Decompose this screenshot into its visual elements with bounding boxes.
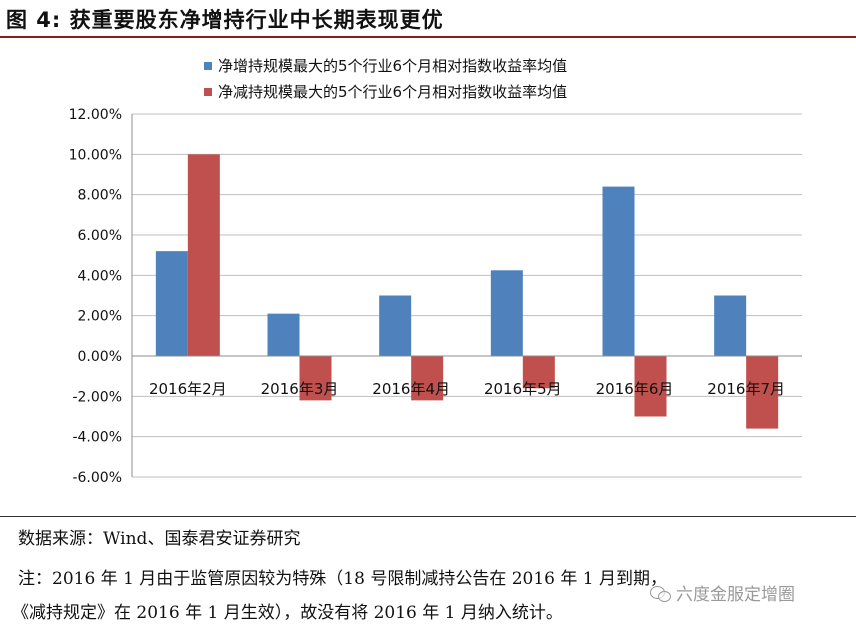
title-rule xyxy=(0,36,856,38)
bar-series-2-2 xyxy=(299,356,332,401)
bar-series-1-5 xyxy=(602,186,635,356)
legend-swatch-2 xyxy=(204,88,212,96)
note-line-1: 注：2016 年 1 月由于监管原因较为特殊（18 号限制减持公告在 2016 … xyxy=(18,569,668,589)
bar-series-1-2 xyxy=(267,313,300,356)
y-axis: 12.00% 10.00% 8.00% 6.00% 4.00% 2.00% 0.00% -2.… xyxy=(69,107,133,486)
x-tick-label: 2016年2月 xyxy=(149,380,227,398)
bar-series-2-3 xyxy=(411,356,444,401)
bar-series-2-1 xyxy=(187,154,220,356)
bar-series-2-6 xyxy=(746,356,779,429)
y-tick-label: -6.00% xyxy=(72,470,122,486)
x-tick-label: 2016年4月 xyxy=(372,380,450,398)
bottom-rule xyxy=(0,516,856,517)
x-tick-label: 2016年3月 xyxy=(261,380,339,398)
wechat-icon xyxy=(650,586,672,602)
x-tick-label: 2016年6月 xyxy=(596,380,674,398)
y-tick-label: 8.00% xyxy=(78,188,122,204)
y-tick-label: -4.00% xyxy=(72,430,122,446)
legend-label-2: 净减持规模最大的5个行业6个月相对指数收益率均值 xyxy=(218,83,567,101)
data-source: 数据来源：Wind、国泰君安证券研究 xyxy=(18,529,301,549)
y-tick-label: 12.00% xyxy=(69,107,122,123)
bar-series-2-5 xyxy=(634,356,667,417)
x-tick-label: 2016年7月 xyxy=(707,380,785,398)
bar-chart: 净增持规模最大的5个行业6个月相对指数收益率均值净减持规模最大的5个行业6个月相… xyxy=(69,57,802,486)
watermark-text: 六度金服定增圈 xyxy=(676,585,795,605)
note-line-2: 《减持规定》在 2016 年 1 月生效），故没有将 2016 年 1 月纳入统… xyxy=(12,603,563,623)
watermark: 六度金服定增圈 xyxy=(650,580,795,605)
bar-series-2-4 xyxy=(522,356,555,389)
bar-series-1-6 xyxy=(714,295,747,356)
x-axis: 2016年2月 2016年3月 2016年4月 2016年5月 2016年6月 2016年… xyxy=(132,355,802,398)
y-tick-label: 2.00% xyxy=(78,309,122,325)
chart-bars xyxy=(155,154,779,429)
y-tick-label: 6.00% xyxy=(78,228,122,244)
legend-swatch-1 xyxy=(204,62,212,70)
chart-legend: 净增持规模最大的5个行业6个月相对指数收益率均值净减持规模最大的5个行业6个月相… xyxy=(204,57,567,101)
bar-series-1-1 xyxy=(155,251,188,356)
y-tick-label: 10.00% xyxy=(69,147,122,163)
legend-label-1: 净增持规模最大的5个行业6个月相对指数收益率均值 xyxy=(218,57,567,75)
chart-gridlines xyxy=(132,113,802,478)
y-tick-label: 4.00% xyxy=(78,268,122,284)
bar-series-1-3 xyxy=(379,295,412,356)
x-tick-label: 2016年5月 xyxy=(484,380,562,398)
y-tick-label: -2.00% xyxy=(72,389,122,405)
y-tick-label: 0.00% xyxy=(78,349,122,365)
figure-title: 图 4: 获重要股东净增持行业中长期表现更优 xyxy=(6,8,444,32)
bar-series-1-4 xyxy=(490,270,523,356)
